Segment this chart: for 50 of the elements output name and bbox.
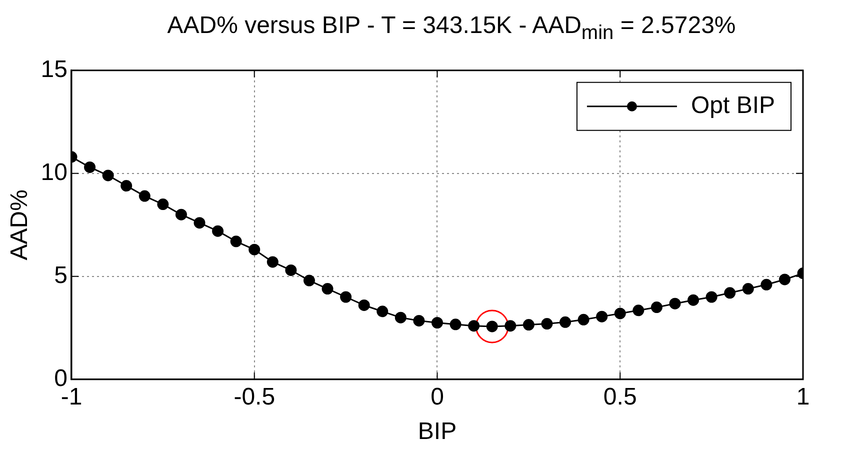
point — [212, 225, 224, 237]
point — [504, 320, 516, 332]
legend-label: Opt BIP — [690, 92, 776, 120]
point — [614, 308, 626, 320]
point — [706, 291, 718, 303]
chart-title: AAD% versus BIP - T = 343.15K - AAD$_{min}$ = 2.5723% — [166, 11, 737, 46]
point — [650, 302, 662, 314]
point — [742, 283, 754, 295]
x-tick-label: 0.5 — [603, 383, 637, 410]
y-tick-label: 10 — [40, 159, 68, 186]
point — [248, 244, 260, 256]
point — [778, 274, 790, 286]
point — [413, 314, 425, 326]
point — [120, 180, 132, 192]
x-axis-title: BIP — [418, 418, 457, 446]
point — [632, 304, 644, 316]
y-tick-label: 5 — [54, 262, 68, 290]
point — [175, 208, 187, 220]
point — [541, 318, 553, 330]
x-tick-label: -0.5 — [234, 383, 276, 410]
point — [560, 316, 572, 328]
point — [84, 161, 96, 173]
point — [596, 310, 608, 322]
point — [285, 264, 297, 276]
point — [688, 294, 700, 306]
point — [376, 306, 388, 318]
point — [450, 318, 462, 330]
y-tick-label: 15 — [40, 56, 68, 84]
point — [102, 170, 114, 182]
x-tick-label: 0 — [430, 383, 444, 410]
point — [340, 291, 352, 303]
point — [157, 198, 169, 210]
point — [578, 314, 590, 326]
point — [266, 256, 278, 268]
x-tick-label: 1 — [796, 383, 810, 410]
point — [760, 278, 772, 290]
point — [468, 320, 480, 332]
point — [194, 217, 206, 229]
point — [432, 317, 443, 328]
point — [322, 283, 334, 295]
point — [358, 299, 370, 311]
point — [669, 298, 681, 310]
point — [724, 287, 736, 299]
point — [522, 319, 534, 331]
point — [475, 310, 509, 344]
point — [230, 236, 242, 248]
point — [394, 312, 406, 324]
y-axis-title: AAD% — [6, 190, 34, 260]
point — [138, 190, 150, 202]
point — [303, 274, 315, 286]
